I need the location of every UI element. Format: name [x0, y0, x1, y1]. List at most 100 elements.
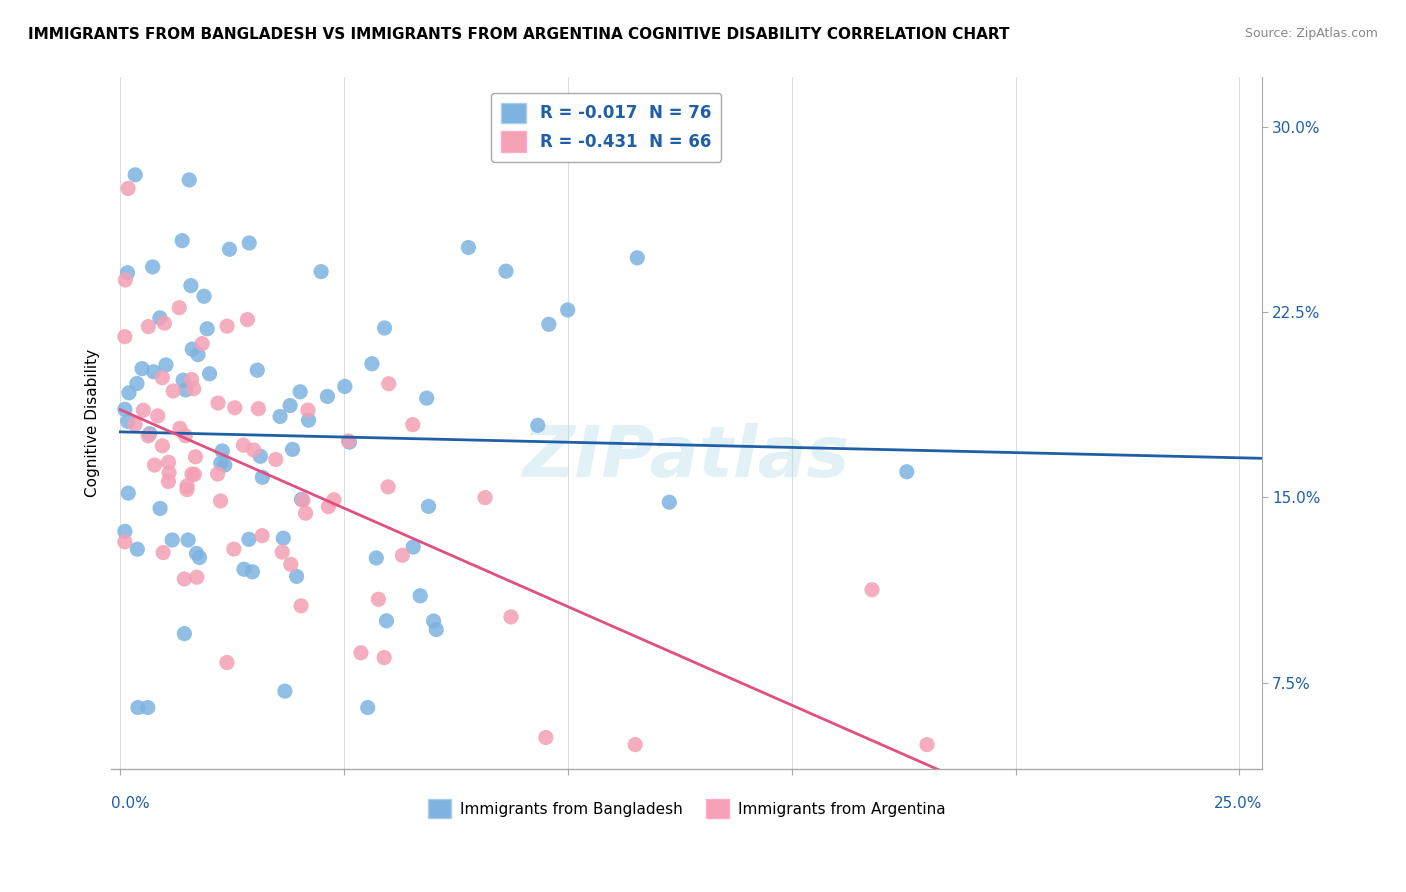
Point — [187, 348, 209, 362]
Point — [402, 540, 425, 554]
Text: Source: ZipAtlas.com: Source: ZipAtlas.com — [1244, 27, 1378, 40]
Point — [169, 421, 191, 435]
Point — [142, 260, 165, 274]
Point — [288, 384, 311, 399]
Point — [402, 417, 425, 432]
Point — [155, 358, 177, 372]
Point — [271, 531, 294, 545]
Point — [425, 623, 447, 637]
Point — [350, 646, 373, 660]
Point — [290, 599, 312, 613]
Y-axis label: Cognitive Disability: Cognitive Disability — [86, 350, 100, 498]
Text: 25.0%: 25.0% — [1213, 796, 1261, 811]
Point — [860, 582, 883, 597]
Point — [114, 402, 136, 417]
Point — [290, 492, 312, 507]
Point — [624, 738, 647, 752]
Point — [114, 524, 136, 539]
Point — [149, 501, 172, 516]
Point — [172, 234, 194, 248]
Point — [162, 384, 184, 398]
Point — [152, 545, 174, 559]
Point — [181, 467, 204, 481]
Point — [114, 329, 136, 343]
Point — [236, 312, 259, 326]
Text: ZIPatlas: ZIPatlas — [523, 424, 851, 492]
Point — [211, 444, 233, 458]
Point — [626, 251, 648, 265]
Point — [337, 434, 360, 448]
Point — [118, 385, 141, 400]
Point — [143, 458, 166, 472]
Point — [409, 589, 432, 603]
Point — [127, 700, 149, 714]
Point — [377, 480, 399, 494]
Point — [242, 565, 264, 579]
Point — [297, 403, 319, 417]
Point — [173, 572, 195, 586]
Point — [146, 409, 169, 423]
Point — [534, 731, 557, 745]
Point — [142, 365, 165, 379]
Point — [117, 486, 139, 500]
Point — [281, 442, 304, 457]
Point — [169, 301, 191, 315]
Point — [375, 614, 398, 628]
Point — [422, 614, 444, 628]
Point — [457, 241, 479, 255]
Point — [209, 494, 232, 508]
Point — [149, 310, 172, 325]
Point — [209, 456, 232, 470]
Point — [361, 357, 384, 371]
Point — [176, 483, 198, 497]
Point — [186, 546, 208, 560]
Point — [373, 650, 395, 665]
Point — [252, 470, 274, 484]
Point — [150, 439, 173, 453]
Point — [114, 534, 136, 549]
Point — [246, 363, 269, 377]
Point — [238, 235, 260, 250]
Point — [391, 549, 413, 563]
Point — [179, 173, 201, 187]
Point — [191, 336, 214, 351]
Text: 0.0%: 0.0% — [111, 796, 150, 811]
Point — [294, 506, 316, 520]
Point — [309, 265, 332, 279]
Point — [193, 289, 215, 303]
Point — [499, 610, 522, 624]
Point — [180, 373, 202, 387]
Point — [474, 491, 496, 505]
Point — [278, 399, 301, 413]
Point — [184, 450, 207, 464]
Point — [157, 475, 180, 489]
Point — [181, 342, 204, 356]
Point — [249, 450, 271, 464]
Point — [215, 656, 238, 670]
Point — [357, 700, 380, 714]
Point — [136, 700, 159, 714]
Point — [238, 533, 260, 547]
Point — [495, 264, 517, 278]
Point — [183, 467, 205, 482]
Point — [222, 542, 245, 557]
Point — [271, 545, 294, 559]
Point — [242, 442, 264, 457]
Point — [117, 266, 139, 280]
Point — [207, 396, 229, 410]
Point — [183, 382, 205, 396]
Point — [322, 492, 344, 507]
Point — [176, 479, 198, 493]
Point — [138, 319, 160, 334]
Point — [232, 438, 254, 452]
Point — [280, 558, 302, 572]
Point — [132, 403, 155, 417]
Point — [117, 414, 139, 428]
Point — [174, 383, 197, 397]
Point — [150, 371, 173, 385]
Point — [373, 321, 395, 335]
Point — [658, 495, 681, 509]
Point — [333, 379, 356, 393]
Point — [173, 626, 195, 640]
Point — [250, 529, 273, 543]
